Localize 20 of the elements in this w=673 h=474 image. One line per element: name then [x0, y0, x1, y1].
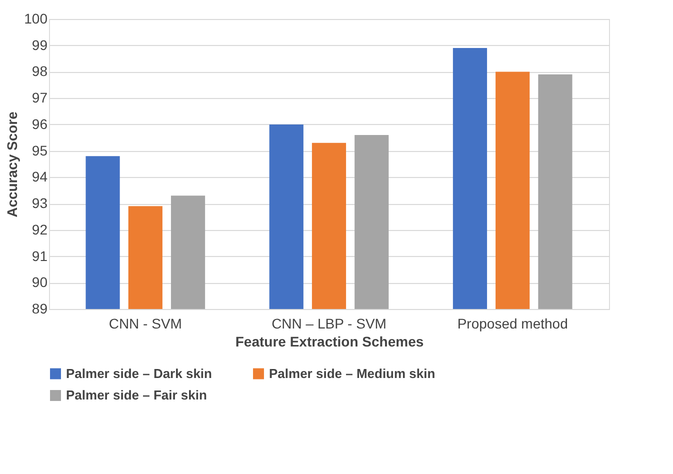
y-tick-label: 100 — [24, 10, 48, 26]
y-axis-title: Accuracy Score — [4, 111, 20, 218]
y-tick-label: 99 — [32, 36, 48, 53]
y-tick-label: 90 — [32, 274, 48, 290]
x-axis-title: Feature Extraction Schemes — [235, 334, 424, 350]
y-tick-label: 97 — [32, 90, 48, 106]
legend-label: Palmer side – Dark skin — [66, 366, 212, 381]
y-tick-label: 94 — [32, 168, 48, 185]
y-tick-label: 89 — [32, 300, 48, 316]
x-tick-label: CNN – LBP - SVM — [272, 316, 386, 332]
y-tick-label: 93 — [32, 195, 48, 212]
y-tick-label: 92 — [32, 221, 48, 238]
y-tick-label: 98 — [32, 63, 48, 80]
legend-label: Palmer side – Medium skin — [269, 366, 436, 381]
x-tick-label: Proposed method — [457, 316, 568, 332]
y-tick-label: 95 — [32, 142, 48, 158]
y-tick-label: 91 — [32, 248, 48, 264]
x-tick-label: CNN - SVM — [108, 316, 182, 332]
legend-label: Palmer side – Fair skin — [66, 388, 207, 402]
y-tick-label: 96 — [32, 116, 48, 132]
